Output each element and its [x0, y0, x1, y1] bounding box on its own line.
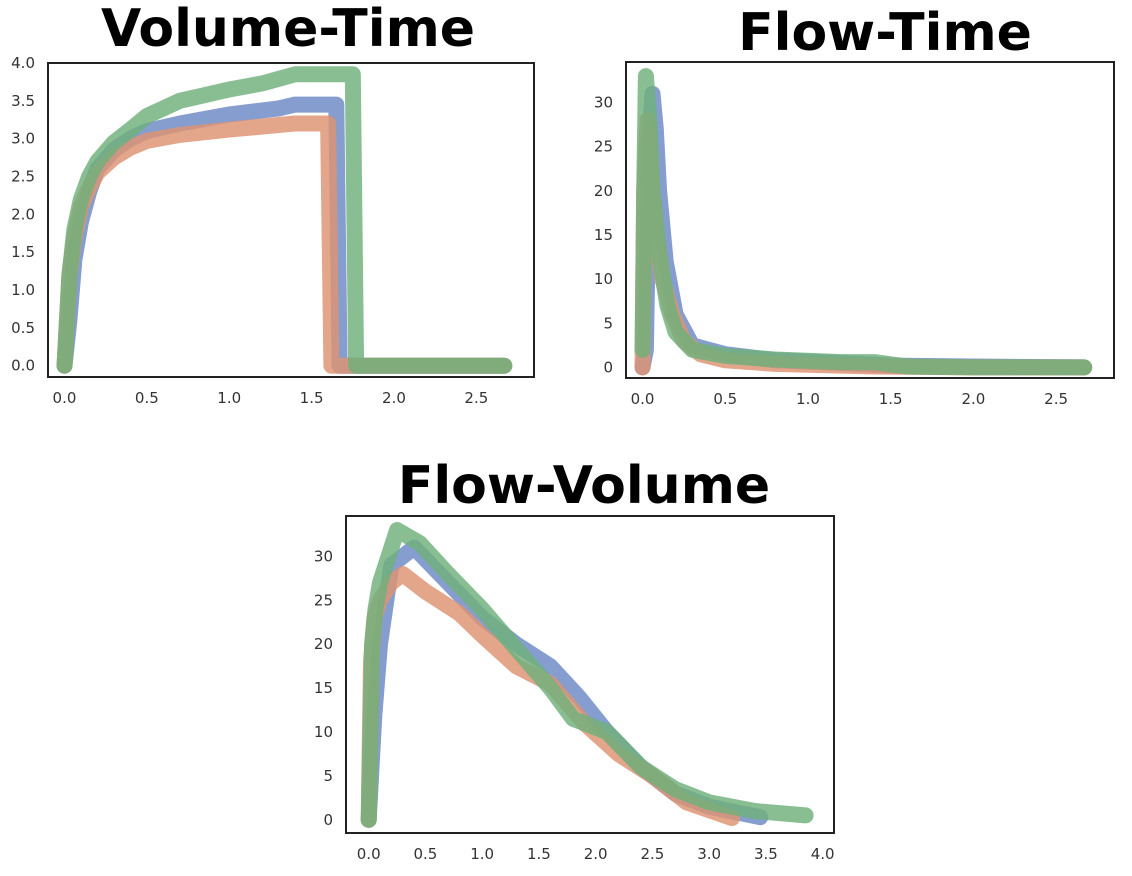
y-tick-label: 0 [323, 811, 333, 829]
x-tick-label: 2.0 [961, 390, 985, 408]
plot-frame [345, 515, 835, 834]
y-tick-label: 1.5 [11, 243, 35, 261]
x-tick-label: 2.0 [584, 845, 608, 863]
y-tick-label: 20 [594, 182, 613, 200]
y-tick-label: 30 [594, 94, 613, 112]
plot-frame [47, 62, 535, 378]
title-flow-volume: Flow-Volume [398, 456, 770, 516]
x-tick-label: 3.0 [697, 845, 721, 863]
y-tick-label: 25 [594, 138, 613, 156]
flow-volume-chart: 0.0 0.5 1.0 1.5 2.0 2.5 3.0 3.5 4.0 0 5 10 15 20 25 30 [314, 515, 835, 863]
y-tick-label: 30 [314, 547, 333, 565]
x-tick-label: 0.0 [631, 390, 655, 408]
x-tick-label: 1.0 [470, 845, 494, 863]
x-tick-label: 0.0 [357, 845, 381, 863]
title-volume-time: Volume-Time [101, 0, 475, 59]
x-tick-label: 1.5 [879, 390, 903, 408]
y-tick-label: 3.0 [11, 130, 35, 148]
plot-frame [625, 61, 1115, 379]
x-tick-label: 0.0 [53, 389, 77, 407]
flow-time-chart: 0.0 0.5 1.0 1.5 2.0 2.5 0 5 10 15 20 25 30 [594, 61, 1115, 408]
y-tick-label: 4.0 [11, 54, 35, 72]
y-tick-label: 5 [603, 314, 613, 332]
series-line-3 [360, 522, 814, 828]
y-tick-label: 0.0 [11, 357, 35, 375]
x-tick-label: 2.5 [1044, 390, 1068, 408]
x-tick-label: 3.5 [754, 845, 778, 863]
series-group [634, 68, 1093, 376]
volume-time-chart: 0.0 0.5 1.0 1.5 2.0 2.5 0.0 0.5 1.0 1.5 2.0 2.5 3.0 3… [11, 54, 535, 407]
x-tick-label: 0.5 [135, 389, 159, 407]
x-tick-label: 1.0 [217, 389, 241, 407]
y-tick-label: 10 [594, 270, 613, 288]
x-tick-label: 1.5 [527, 845, 551, 863]
series-line-2 [56, 115, 513, 374]
series-line-1 [634, 85, 1093, 376]
y-tick-label: 1.0 [11, 281, 35, 299]
title-flow-time: Flow-Time [738, 3, 1032, 63]
y-tick-label: 2.0 [11, 205, 35, 223]
y-tick-label: 15 [314, 679, 333, 697]
x-tick-label: 4.0 [811, 845, 835, 863]
x-tick-label: 2.5 [640, 845, 664, 863]
y-tick-label: 10 [314, 723, 333, 741]
x-tick-label: 0.5 [414, 845, 438, 863]
series-line-2 [634, 112, 1093, 376]
y-tick-label: 20 [314, 635, 333, 653]
series-line-3 [634, 68, 1093, 376]
x-tick-label: 1.0 [796, 390, 820, 408]
series-line-3 [56, 66, 513, 374]
x-tick-label: 2.5 [464, 389, 488, 407]
x-tick-label: 2.0 [382, 389, 406, 407]
y-tick-label: 0 [603, 358, 613, 376]
x-tick-label: 1.5 [300, 389, 324, 407]
series-group [56, 66, 513, 374]
y-tick-label: 5 [323, 767, 333, 785]
y-tick-label: 25 [314, 591, 333, 609]
y-tick-label: 15 [594, 226, 613, 244]
y-tick-label: 3.5 [11, 92, 35, 110]
y-tick-label: 0.5 [11, 319, 35, 337]
y-tick-label: 2.5 [11, 167, 35, 185]
x-tick-label: 0.5 [713, 390, 737, 408]
series-group [360, 522, 814, 828]
